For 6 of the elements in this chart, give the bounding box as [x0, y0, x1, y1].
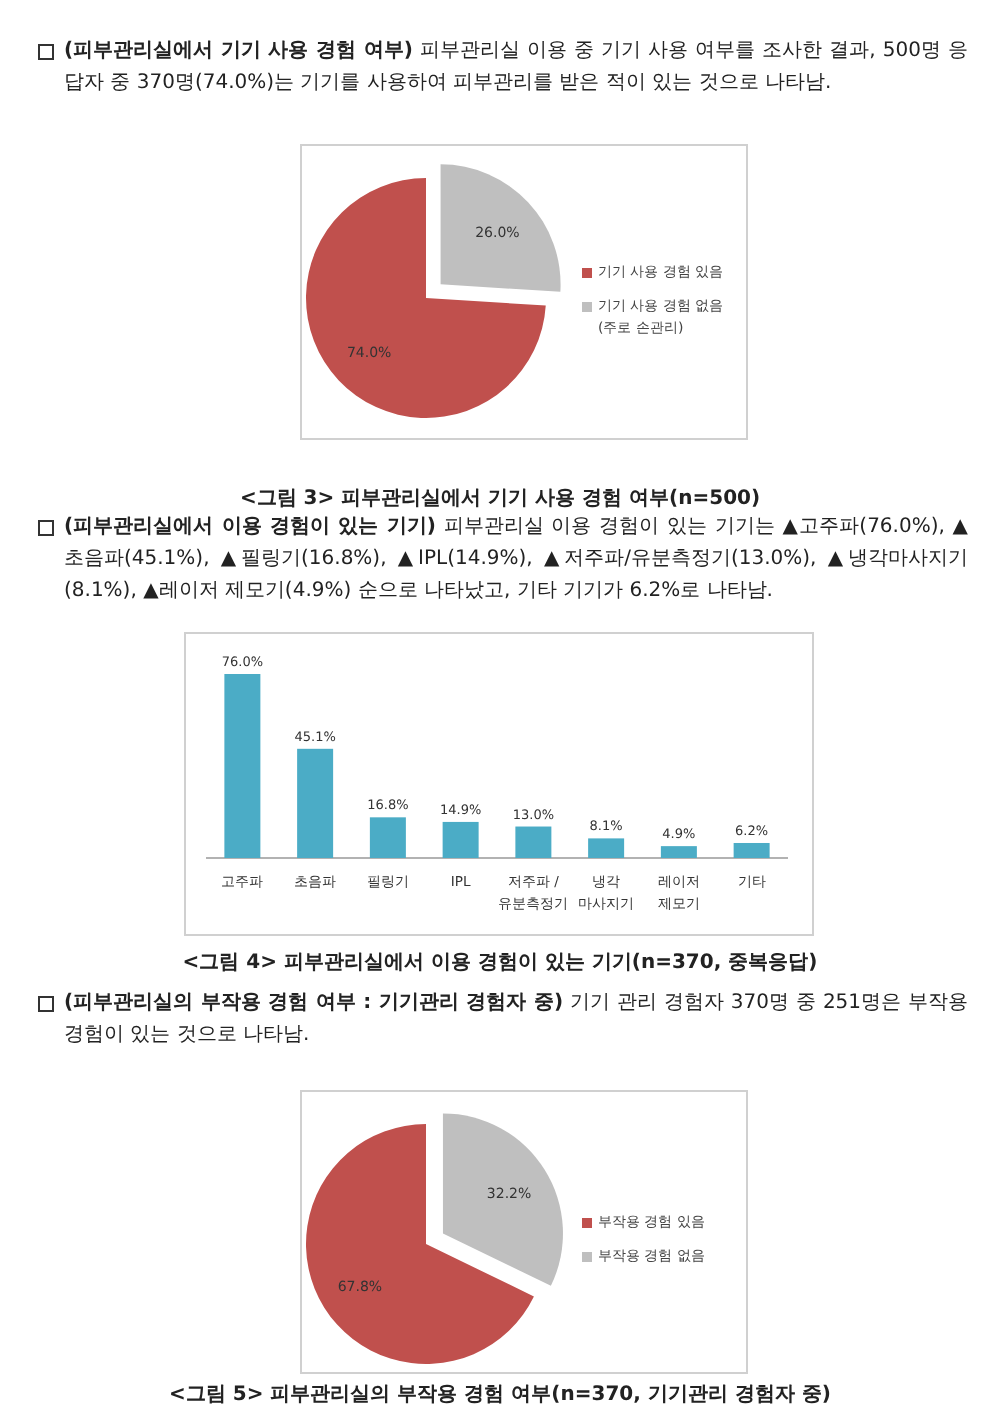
- text: <그림 5> 피부관리실의 부작용 경험 여부(n=370, 기기관리 경험자 중): [167, 1382, 833, 1408]
- text: (피부관리실에서 기기 사용 경험 여부) 피부관리실 이용 중 기기 사용 여부를 조사한 결과, 500명 응답자 중 370명(74.0%)는 기기를 사용하여 피부관리를 받은 적이 있는 것으로 나타남.: [64, 38, 968, 98]
- text: (피부관리실의 부작용 경험 여부 : 기기관리 경험자 중) 기기 관리 경험자 370명 중 251명은 부작용 경험이 있는 것으로 나타남.: [64, 992, 968, 1046]
- text: (피부관리실에서 이용 경험이 있는 기기) 피부관리실 이용 경험이 있는 기기는 ▲고주파(76.0%), ▲초음파(45.1%), ▲필링기(16.8%), ▲IPL(14.9%), ▲저주파/유분측정기(13.0%), ▲냉각마사지기 (8.1%), ▲레이저 제모기(4.9%) 순으로 나타났고, 기타 기기가 6.2%로 나타남.: [64, 514, 968, 606]
- text: <그림 4> 피부관리실에서 이용 경험이 있는 기기(n=370, 중복응답): [180, 950, 820, 976]
- text: <그림 3> 피부관리실에서 기기 사용 경험 여부(n=500): [237, 486, 763, 512]
